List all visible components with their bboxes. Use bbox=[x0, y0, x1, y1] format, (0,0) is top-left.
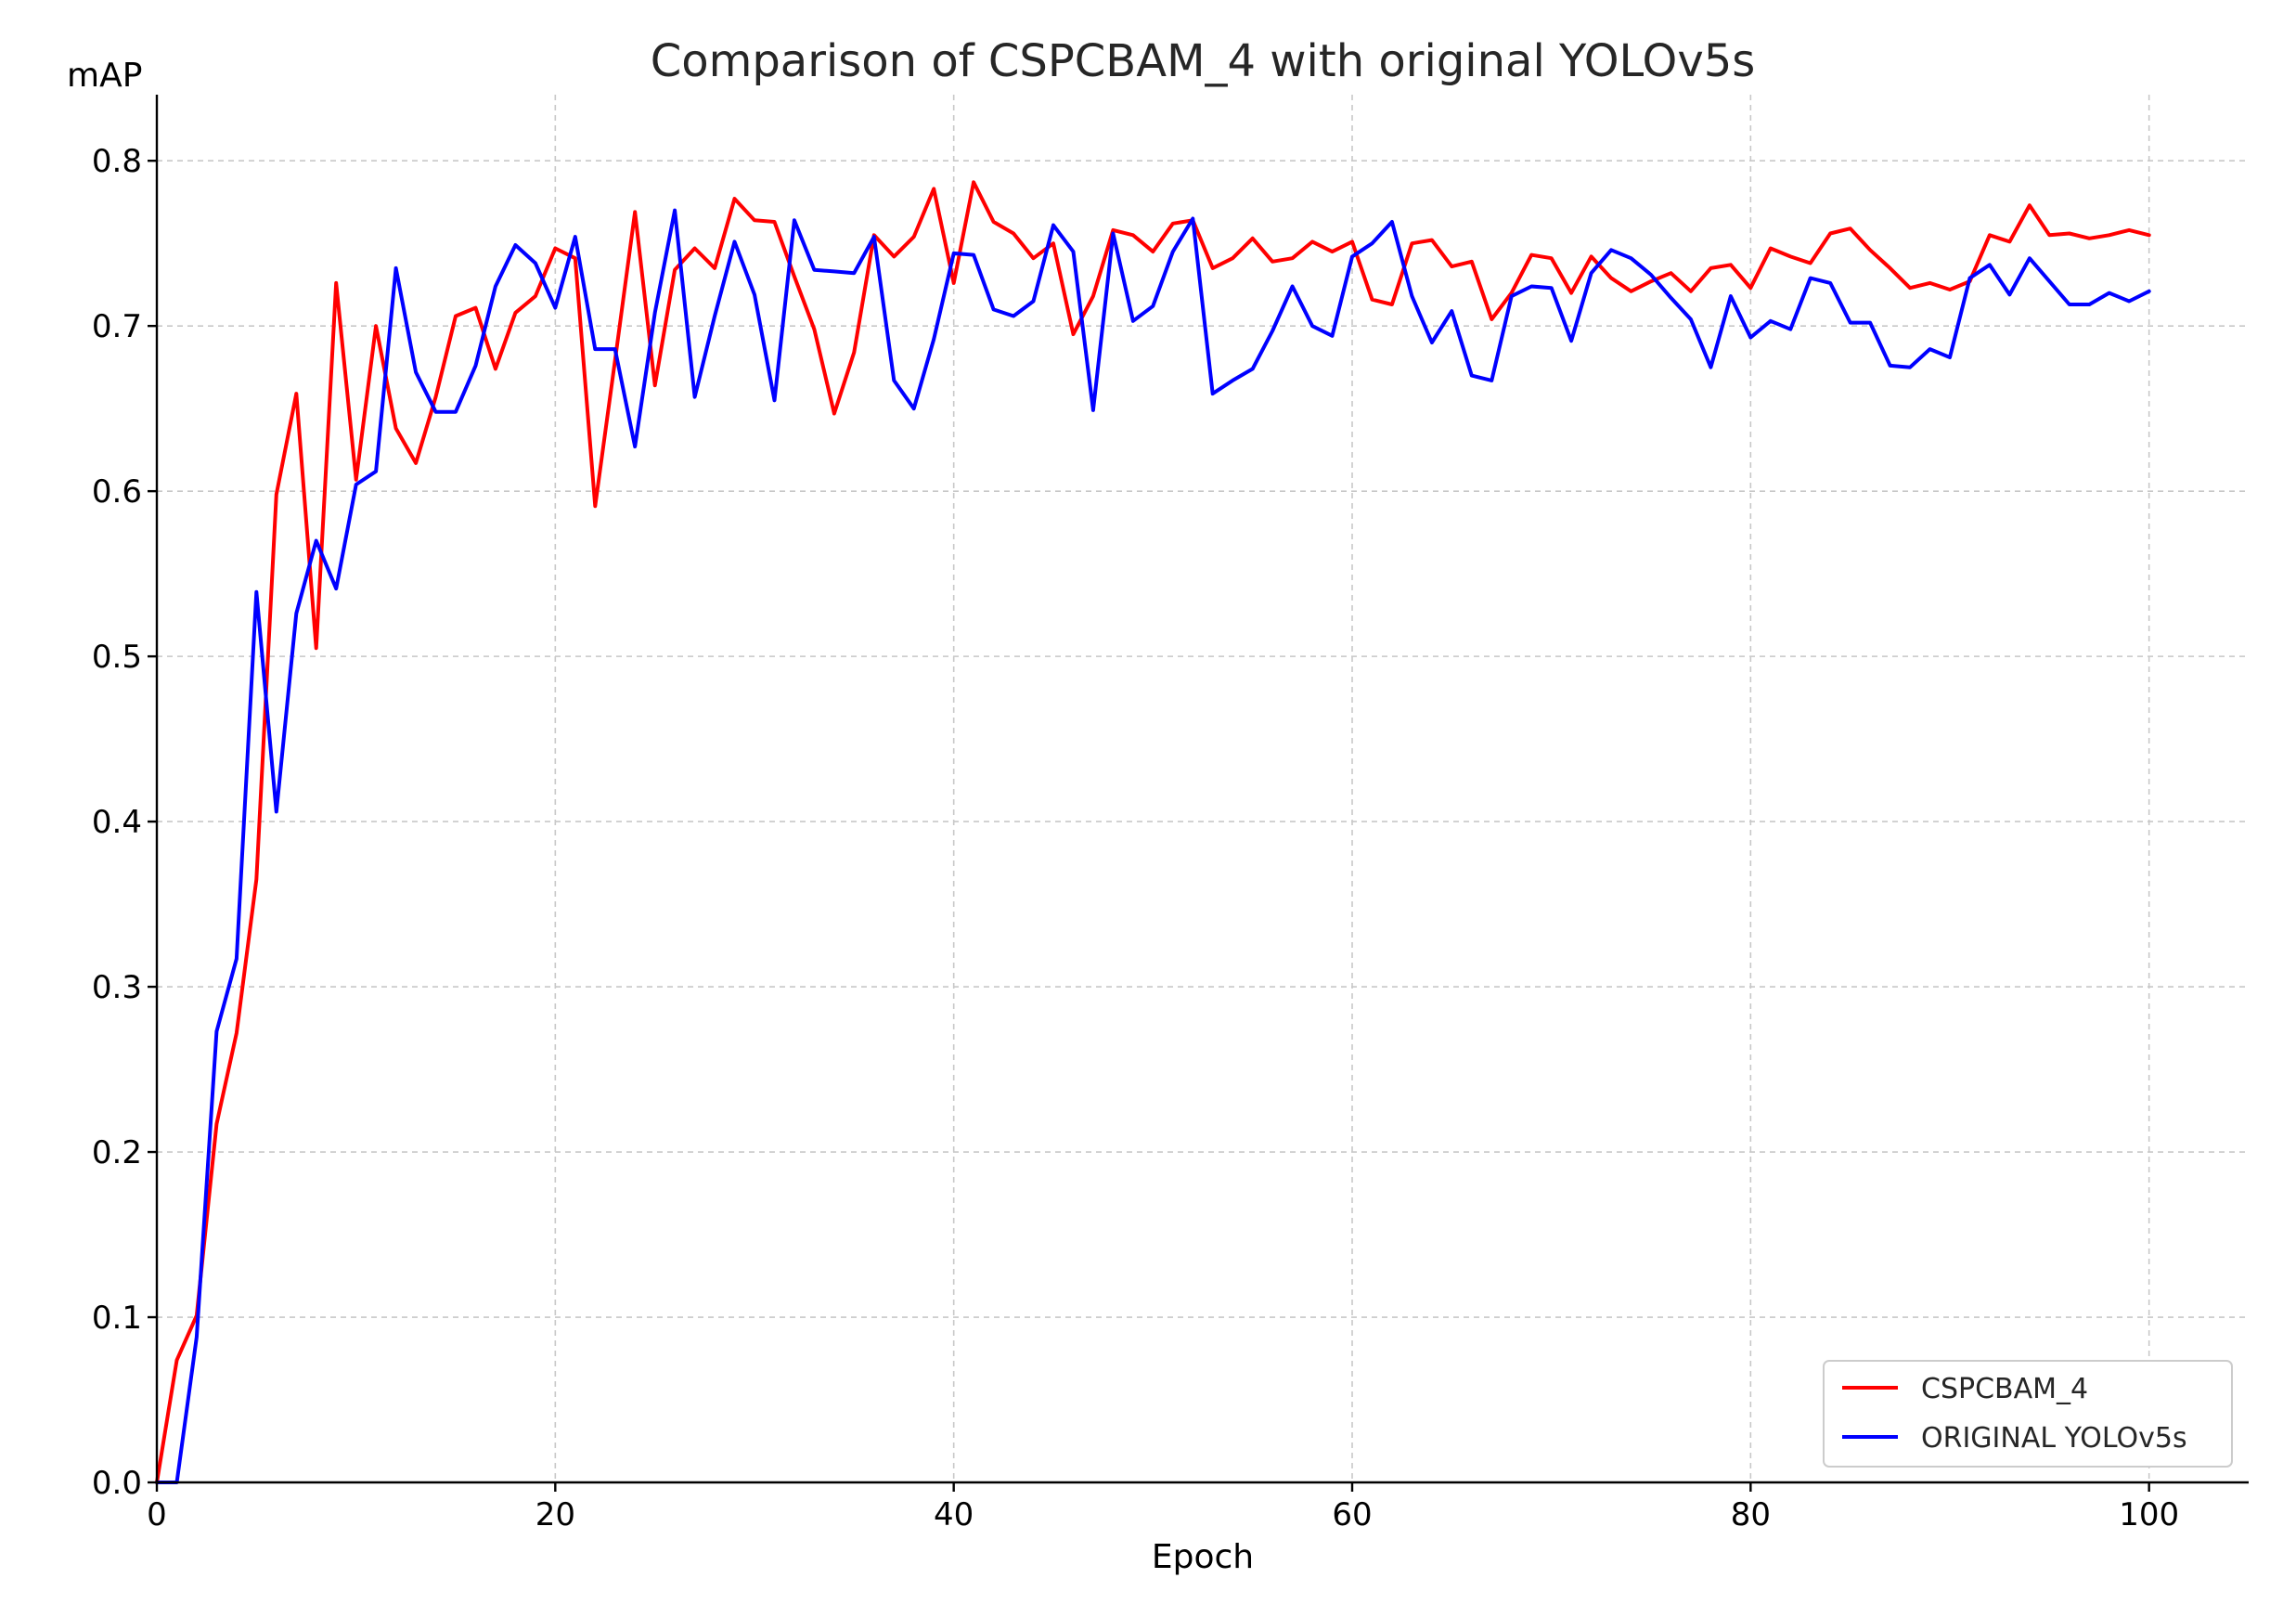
y-tick-label: 0.3 bbox=[92, 969, 142, 1006]
x-axis-label: Epoch bbox=[1152, 1538, 1254, 1576]
x-tick-label: 0 bbox=[147, 1496, 167, 1533]
legend: CSPCBAM_4 ORIGINAL YOLOv5s bbox=[1823, 1360, 2233, 1468]
x-tick-label: 100 bbox=[2119, 1496, 2179, 1533]
chart-title: Comparison of CSPCBAM_4 with original YO… bbox=[651, 35, 1756, 87]
x-tick-label: 60 bbox=[1332, 1496, 1372, 1533]
series-line-original-yolov5s bbox=[155, 208, 2151, 1484]
y-tick-label: 0.6 bbox=[92, 473, 142, 511]
legend-box bbox=[1823, 1360, 2233, 1468]
x-tick-label: 80 bbox=[1731, 1496, 1771, 1533]
y-tick-label: 0.4 bbox=[92, 804, 142, 841]
y-tick-label: 0.0 bbox=[92, 1465, 142, 1502]
legend-label-original-yolov5s: ORIGINAL YOLOv5s bbox=[1921, 1422, 2187, 1455]
y-tick-label: 0.5 bbox=[92, 639, 142, 676]
series-line-cspcbam-4 bbox=[155, 180, 2151, 1484]
y-tick-label: 0.1 bbox=[92, 1300, 142, 1337]
ticks: 0 20 40 60 80 100 0.0 0.1 0.2 0.3 0.4 0.5 0.6 0.7 0.8 bbox=[92, 143, 2179, 1533]
series-lines bbox=[155, 180, 2151, 1484]
y-tick-label: 0.8 bbox=[92, 143, 142, 180]
legend-label-cspcbam-4: CSPCBAM_4 bbox=[1921, 1373, 2088, 1405]
grid bbox=[157, 95, 2249, 1482]
y-tick-label: 0.2 bbox=[92, 1134, 142, 1171]
x-tick-label: 20 bbox=[535, 1496, 575, 1533]
y-axis-label: mAP bbox=[67, 57, 142, 95]
y-tick-label: 0.7 bbox=[92, 308, 142, 345]
x-tick-label: 40 bbox=[934, 1496, 974, 1533]
